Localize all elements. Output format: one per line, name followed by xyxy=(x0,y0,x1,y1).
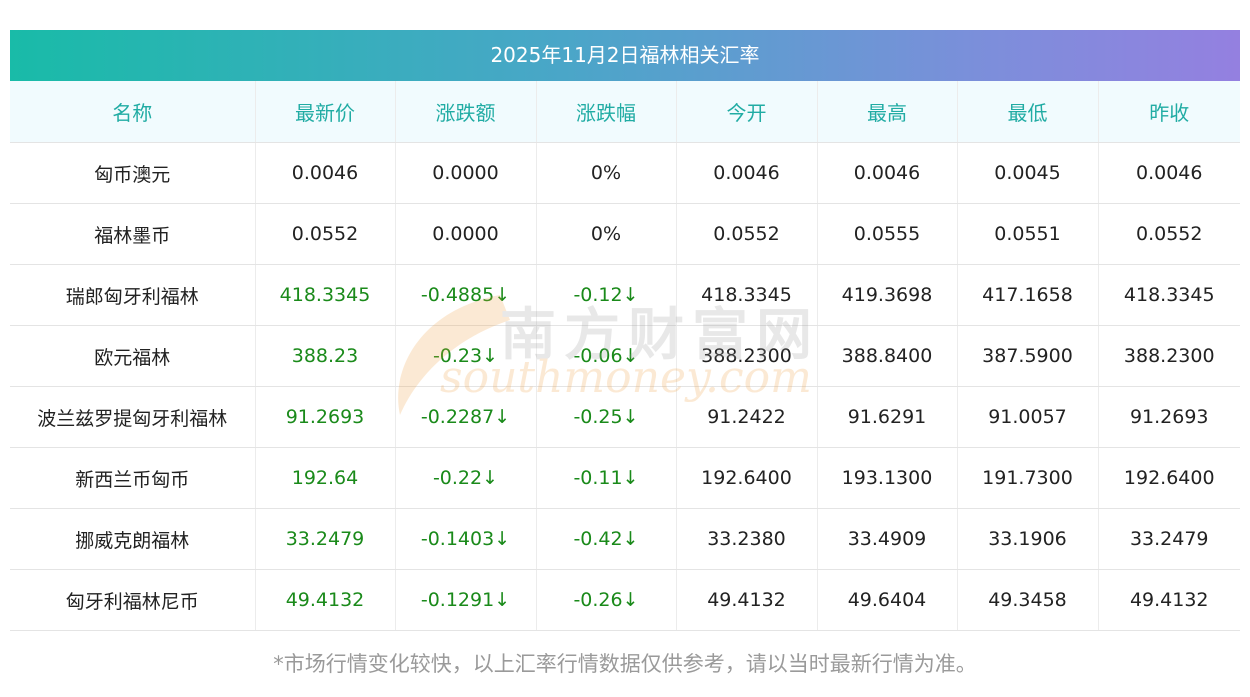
cell-change: -0.2287↓ xyxy=(395,386,537,448)
cell-low: 387.5900 xyxy=(957,325,1099,387)
cell-prev-close: 91.2693 xyxy=(1098,386,1240,448)
cell-open: 0.0046 xyxy=(676,142,818,204)
header-high: 最高 xyxy=(817,81,958,143)
header-prev-close: 昨收 xyxy=(1098,81,1240,143)
cell-change-pct: -0.25↓ xyxy=(536,386,677,448)
cell-change: -0.1403↓ xyxy=(395,508,537,570)
cell-prev-close: 0.0552 xyxy=(1098,203,1240,265)
disclaimer-footer: *市场行情变化较快，以上汇率行情数据仅供参考，请以当时最新行情为准。 xyxy=(273,652,977,676)
cell-high: 419.3698 xyxy=(817,264,958,326)
cell-open: 418.3345 xyxy=(676,264,818,326)
cell-name: 挪威克朗福林 xyxy=(10,508,256,570)
table-row: 匈币澳元 0.0046 0.0000 0% 0.0046 0.0046 0.0045 0.00… xyxy=(10,142,1240,204)
cell-prev-close: 49.4132 xyxy=(1098,569,1240,631)
table-row: 挪威克朗福林 33.2479 -0.1403↓ -0.42↓ 33.2380 33.490… xyxy=(10,508,1240,570)
table-row: 福林墨币 0.0552 0.0000 0% 0.0552 0.0555 0.0551 0.05… xyxy=(10,203,1240,265)
cell-change: -0.22↓ xyxy=(395,447,537,509)
cell-prev-close: 33.2479 xyxy=(1098,508,1240,570)
cell-latest: 33.2479 xyxy=(255,508,396,570)
cell-low: 191.7300 xyxy=(957,447,1099,509)
cell-change-pct: -0.06↓ xyxy=(536,325,677,387)
cell-high: 0.0046 xyxy=(817,142,958,204)
cell-name: 波兰兹罗提匈牙利福林 xyxy=(10,386,256,448)
cell-change: 0.0000 xyxy=(395,203,537,265)
cell-open: 192.6400 xyxy=(676,447,818,509)
cell-high: 388.8400 xyxy=(817,325,958,387)
cell-name: 匈币澳元 xyxy=(10,142,256,204)
table-header-row: 名称 最新价 涨跌额 涨跌幅 今开 最高 最低 昨收 xyxy=(10,81,1240,143)
header-low: 最低 xyxy=(957,81,1099,143)
cell-open: 0.0552 xyxy=(676,203,818,265)
header-change: 涨跌额 xyxy=(395,81,537,143)
cell-open: 388.2300 xyxy=(676,325,818,387)
cell-open: 91.2422 xyxy=(676,386,818,448)
cell-latest: 388.23 xyxy=(255,325,396,387)
cell-low: 0.0045 xyxy=(957,142,1099,204)
cell-change-pct: 0% xyxy=(536,142,677,204)
cell-change: -0.23↓ xyxy=(395,325,537,387)
cell-latest: 192.64 xyxy=(255,447,396,509)
cell-latest: 418.3345 xyxy=(255,264,396,326)
cell-prev-close: 418.3345 xyxy=(1098,264,1240,326)
cell-prev-close: 0.0046 xyxy=(1098,142,1240,204)
cell-change-pct: -0.12↓ xyxy=(536,264,677,326)
cell-latest: 0.0046 xyxy=(255,142,396,204)
cell-low: 33.1906 xyxy=(957,508,1099,570)
cell-change-pct: -0.42↓ xyxy=(536,508,677,570)
cell-latest: 49.4132 xyxy=(255,569,396,631)
cell-name: 匈牙利福林尼币 xyxy=(10,569,256,631)
rate-table: 名称 最新价 涨跌额 涨跌幅 今开 最高 最低 昨收 匈币澳元 0.0046 0.0… xyxy=(10,81,1240,631)
cell-latest: 91.2693 xyxy=(255,386,396,448)
cell-change: -0.1291↓ xyxy=(395,569,537,631)
cell-low: 91.0057 xyxy=(957,386,1099,448)
header-name: 名称 xyxy=(10,81,256,143)
table-row: 波兰兹罗提匈牙利福林 91.2693 -0.2287↓ -0.25↓ 91.2422 91… xyxy=(10,386,1240,448)
cell-latest: 0.0552 xyxy=(255,203,396,265)
cell-change-pct: -0.26↓ xyxy=(536,569,677,631)
cell-change: -0.4885↓ xyxy=(395,264,537,326)
cell-high: 193.1300 xyxy=(817,447,958,509)
cell-high: 49.6404 xyxy=(817,569,958,631)
cell-change-pct: -0.11↓ xyxy=(536,447,677,509)
cell-name: 瑞郎匈牙利福林 xyxy=(10,264,256,326)
table-title: 2025年11月2日福林相关汇率 xyxy=(10,30,1240,81)
cell-name: 欧元福林 xyxy=(10,325,256,387)
cell-low: 417.1658 xyxy=(957,264,1099,326)
cell-name: 福林墨币 xyxy=(10,203,256,265)
rate-table-panel: 2025年11月2日福林相关汇率 名称 最新价 涨跌额 涨跌幅 今开 最高 最低… xyxy=(10,30,1240,631)
table-row: 匈牙利福林尼币 49.4132 -0.1291↓ -0.26↓ 49.4132 49.64… xyxy=(10,569,1240,631)
header-change-pct: 涨跌幅 xyxy=(536,81,677,143)
table-row: 欧元福林 388.23 -0.23↓ -0.06↓ 388.2300 388.8400 38… xyxy=(10,325,1240,387)
cell-change-pct: 0% xyxy=(536,203,677,265)
cell-low: 0.0551 xyxy=(957,203,1099,265)
cell-change: 0.0000 xyxy=(395,142,537,204)
cell-high: 91.6291 xyxy=(817,386,958,448)
table-row: 瑞郎匈牙利福林 418.3345 -0.4885↓ -0.12↓ 418.3345 419… xyxy=(10,264,1240,326)
cell-high: 0.0555 xyxy=(817,203,958,265)
header-latest: 最新价 xyxy=(255,81,396,143)
cell-name: 新西兰币匈币 xyxy=(10,447,256,509)
header-open: 今开 xyxy=(676,81,818,143)
cell-open: 49.4132 xyxy=(676,569,818,631)
cell-prev-close: 388.2300 xyxy=(1098,325,1240,387)
cell-low: 49.3458 xyxy=(957,569,1099,631)
cell-prev-close: 192.6400 xyxy=(1098,447,1240,509)
cell-open: 33.2380 xyxy=(676,508,818,570)
cell-high: 33.4909 xyxy=(817,508,958,570)
table-row: 新西兰币匈币 192.64 -0.22↓ -0.11↓ 192.6400 193.1300… xyxy=(10,447,1240,509)
